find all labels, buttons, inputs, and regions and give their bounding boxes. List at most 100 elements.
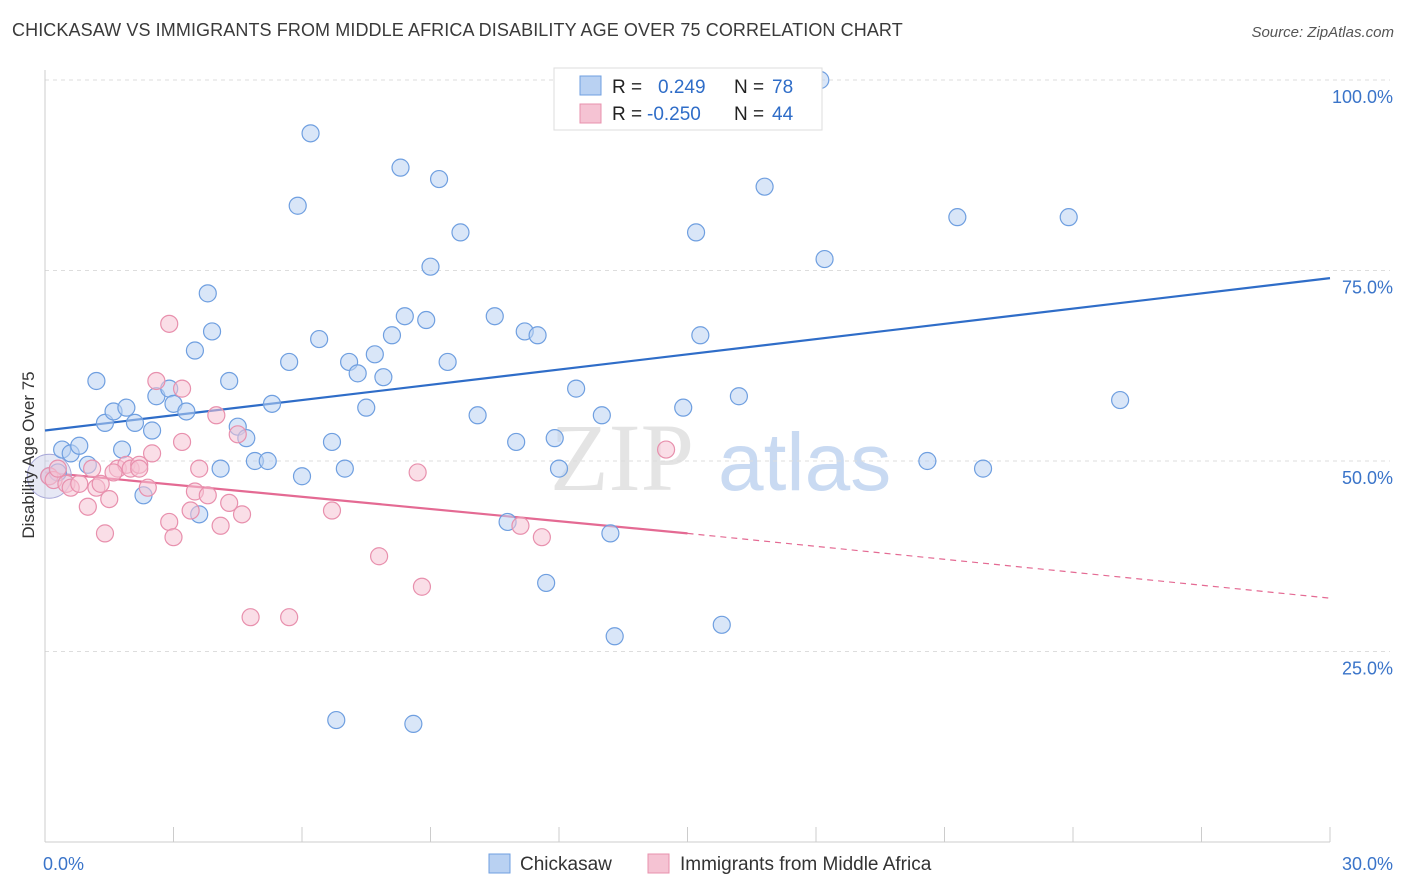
x-tick-label: 0.0% xyxy=(43,854,84,874)
legend-n-value-2: 44 xyxy=(772,104,794,125)
point-chickasaw xyxy=(395,307,414,326)
bottom-legend-swatch-immigrants xyxy=(647,853,670,874)
point-immigrants xyxy=(532,528,551,547)
legend-r-value-1: 0.249 xyxy=(658,77,706,98)
point-chickasaw xyxy=(220,371,239,391)
y-tick-label: 100.0% xyxy=(1332,87,1393,107)
point-chickasaw xyxy=(592,406,611,425)
point-immigrants xyxy=(198,486,217,505)
chart-title: CHICKASAW VS IMMIGRANTS FROM MIDDLE AFRI… xyxy=(12,20,903,40)
point-chickasaw xyxy=(545,429,564,448)
point-chickasaw xyxy=(567,379,586,398)
legend-r-label-2: R = xyxy=(612,104,642,125)
point-immigrants xyxy=(100,490,119,509)
point-immigrants xyxy=(160,314,179,333)
bottom-legend-chickasaw: Chickasaw xyxy=(520,854,612,875)
y-axis-label: Disability Age Over 75 xyxy=(19,371,38,538)
point-immigrants xyxy=(656,440,676,459)
point-immigrants xyxy=(164,528,183,547)
bottom-legend: Chickasaw Immigrants from Middle Africa xyxy=(488,853,932,875)
point-chickasaw xyxy=(686,223,706,242)
point-chickasaw xyxy=(674,398,693,417)
point-chickasaw xyxy=(177,402,196,421)
point-chickasaw xyxy=(374,368,393,387)
point-chickasaw xyxy=(417,310,436,330)
point-chickasaw xyxy=(1111,390,1130,410)
point-immigrants xyxy=(408,463,427,482)
point-chickasaw xyxy=(335,459,354,478)
point-chickasaw xyxy=(421,257,440,276)
y-tick-label: 75.0% xyxy=(1342,278,1393,298)
point-chickasaw xyxy=(404,714,423,733)
point-immigrants xyxy=(147,371,166,391)
bottom-legend-swatch-chickasaw xyxy=(488,853,511,874)
tick-labels: 100.0% 75.0% 50.0% 25.0% 0.0% 30.0% xyxy=(43,87,1393,874)
trend-line-chickasaw xyxy=(44,277,1331,432)
point-immigrants xyxy=(232,505,252,524)
point-immigrants xyxy=(138,478,157,497)
y-tick-label: 50.0% xyxy=(1342,468,1393,488)
point-chickasaw xyxy=(528,326,547,345)
point-immigrants xyxy=(95,524,115,543)
point-chickasaw xyxy=(70,436,89,455)
point-chickasaw xyxy=(322,432,342,452)
point-chickasaw xyxy=(112,440,132,459)
point-chickasaw xyxy=(310,329,329,349)
point-immigrants xyxy=(70,474,89,493)
point-chickasaw xyxy=(429,169,449,189)
legend-n-value-1: 78 xyxy=(772,77,793,98)
axes xyxy=(44,70,1331,843)
point-chickasaw xyxy=(815,249,834,269)
point-chickasaw xyxy=(142,421,162,440)
trend-line-immigrants-projection xyxy=(687,532,1331,599)
point-chickasaw xyxy=(712,615,731,634)
chart-source: Source: ZipAtlas.com xyxy=(1251,24,1394,41)
point-chickasaw xyxy=(365,345,384,364)
legend-swatch-chickasaw xyxy=(579,75,602,96)
point-immigrants xyxy=(412,577,432,596)
point-chickasaw xyxy=(468,406,487,425)
point-immigrants xyxy=(160,512,179,532)
legend-swatch-immigrants xyxy=(579,103,602,124)
x-tick-label: 30.0% xyxy=(1342,854,1393,874)
point-chickasaw xyxy=(601,524,620,543)
legend-n-label-2: N = xyxy=(734,104,764,125)
point-chickasaw xyxy=(288,196,307,215)
point-chickasaw xyxy=(292,467,312,486)
point-immigrants xyxy=(172,379,192,398)
point-immigrants xyxy=(130,459,149,478)
point-chickasaw xyxy=(485,307,504,326)
point-chickasaw xyxy=(357,398,376,417)
point-immigrants xyxy=(104,463,123,482)
point-chickasaw xyxy=(280,352,299,372)
point-chickasaw xyxy=(605,627,624,646)
point-immigrants xyxy=(370,547,389,566)
point-chickasaw xyxy=(451,223,470,242)
point-chickasaw xyxy=(301,124,320,143)
point-immigrants xyxy=(181,501,200,520)
point-chickasaw xyxy=(549,459,569,478)
point-chickasaw xyxy=(125,413,145,432)
point-chickasaw xyxy=(537,573,556,593)
point-chickasaw xyxy=(87,371,106,391)
y-tick-label: 25.0% xyxy=(1342,659,1393,679)
point-immigrants xyxy=(142,444,162,463)
point-chickasaw xyxy=(918,451,937,471)
grid-lines xyxy=(45,79,1390,652)
point-immigrants xyxy=(78,497,97,516)
point-immigrants xyxy=(207,406,226,425)
point-chickasaw xyxy=(327,710,346,730)
point-immigrants xyxy=(172,432,192,452)
point-chickasaw xyxy=(348,364,367,383)
point-immigrants xyxy=(322,501,342,520)
point-chickasaw xyxy=(729,387,749,406)
point-chickasaw xyxy=(258,451,277,471)
legend-r-value-2: -0.250 xyxy=(647,104,701,125)
point-chickasaw xyxy=(185,341,205,360)
legend-r-label-1: R = xyxy=(612,77,642,98)
data-points xyxy=(26,70,1130,733)
point-chickasaw xyxy=(262,394,282,413)
point-chickasaw xyxy=(973,459,993,478)
point-chickasaw xyxy=(755,177,774,196)
